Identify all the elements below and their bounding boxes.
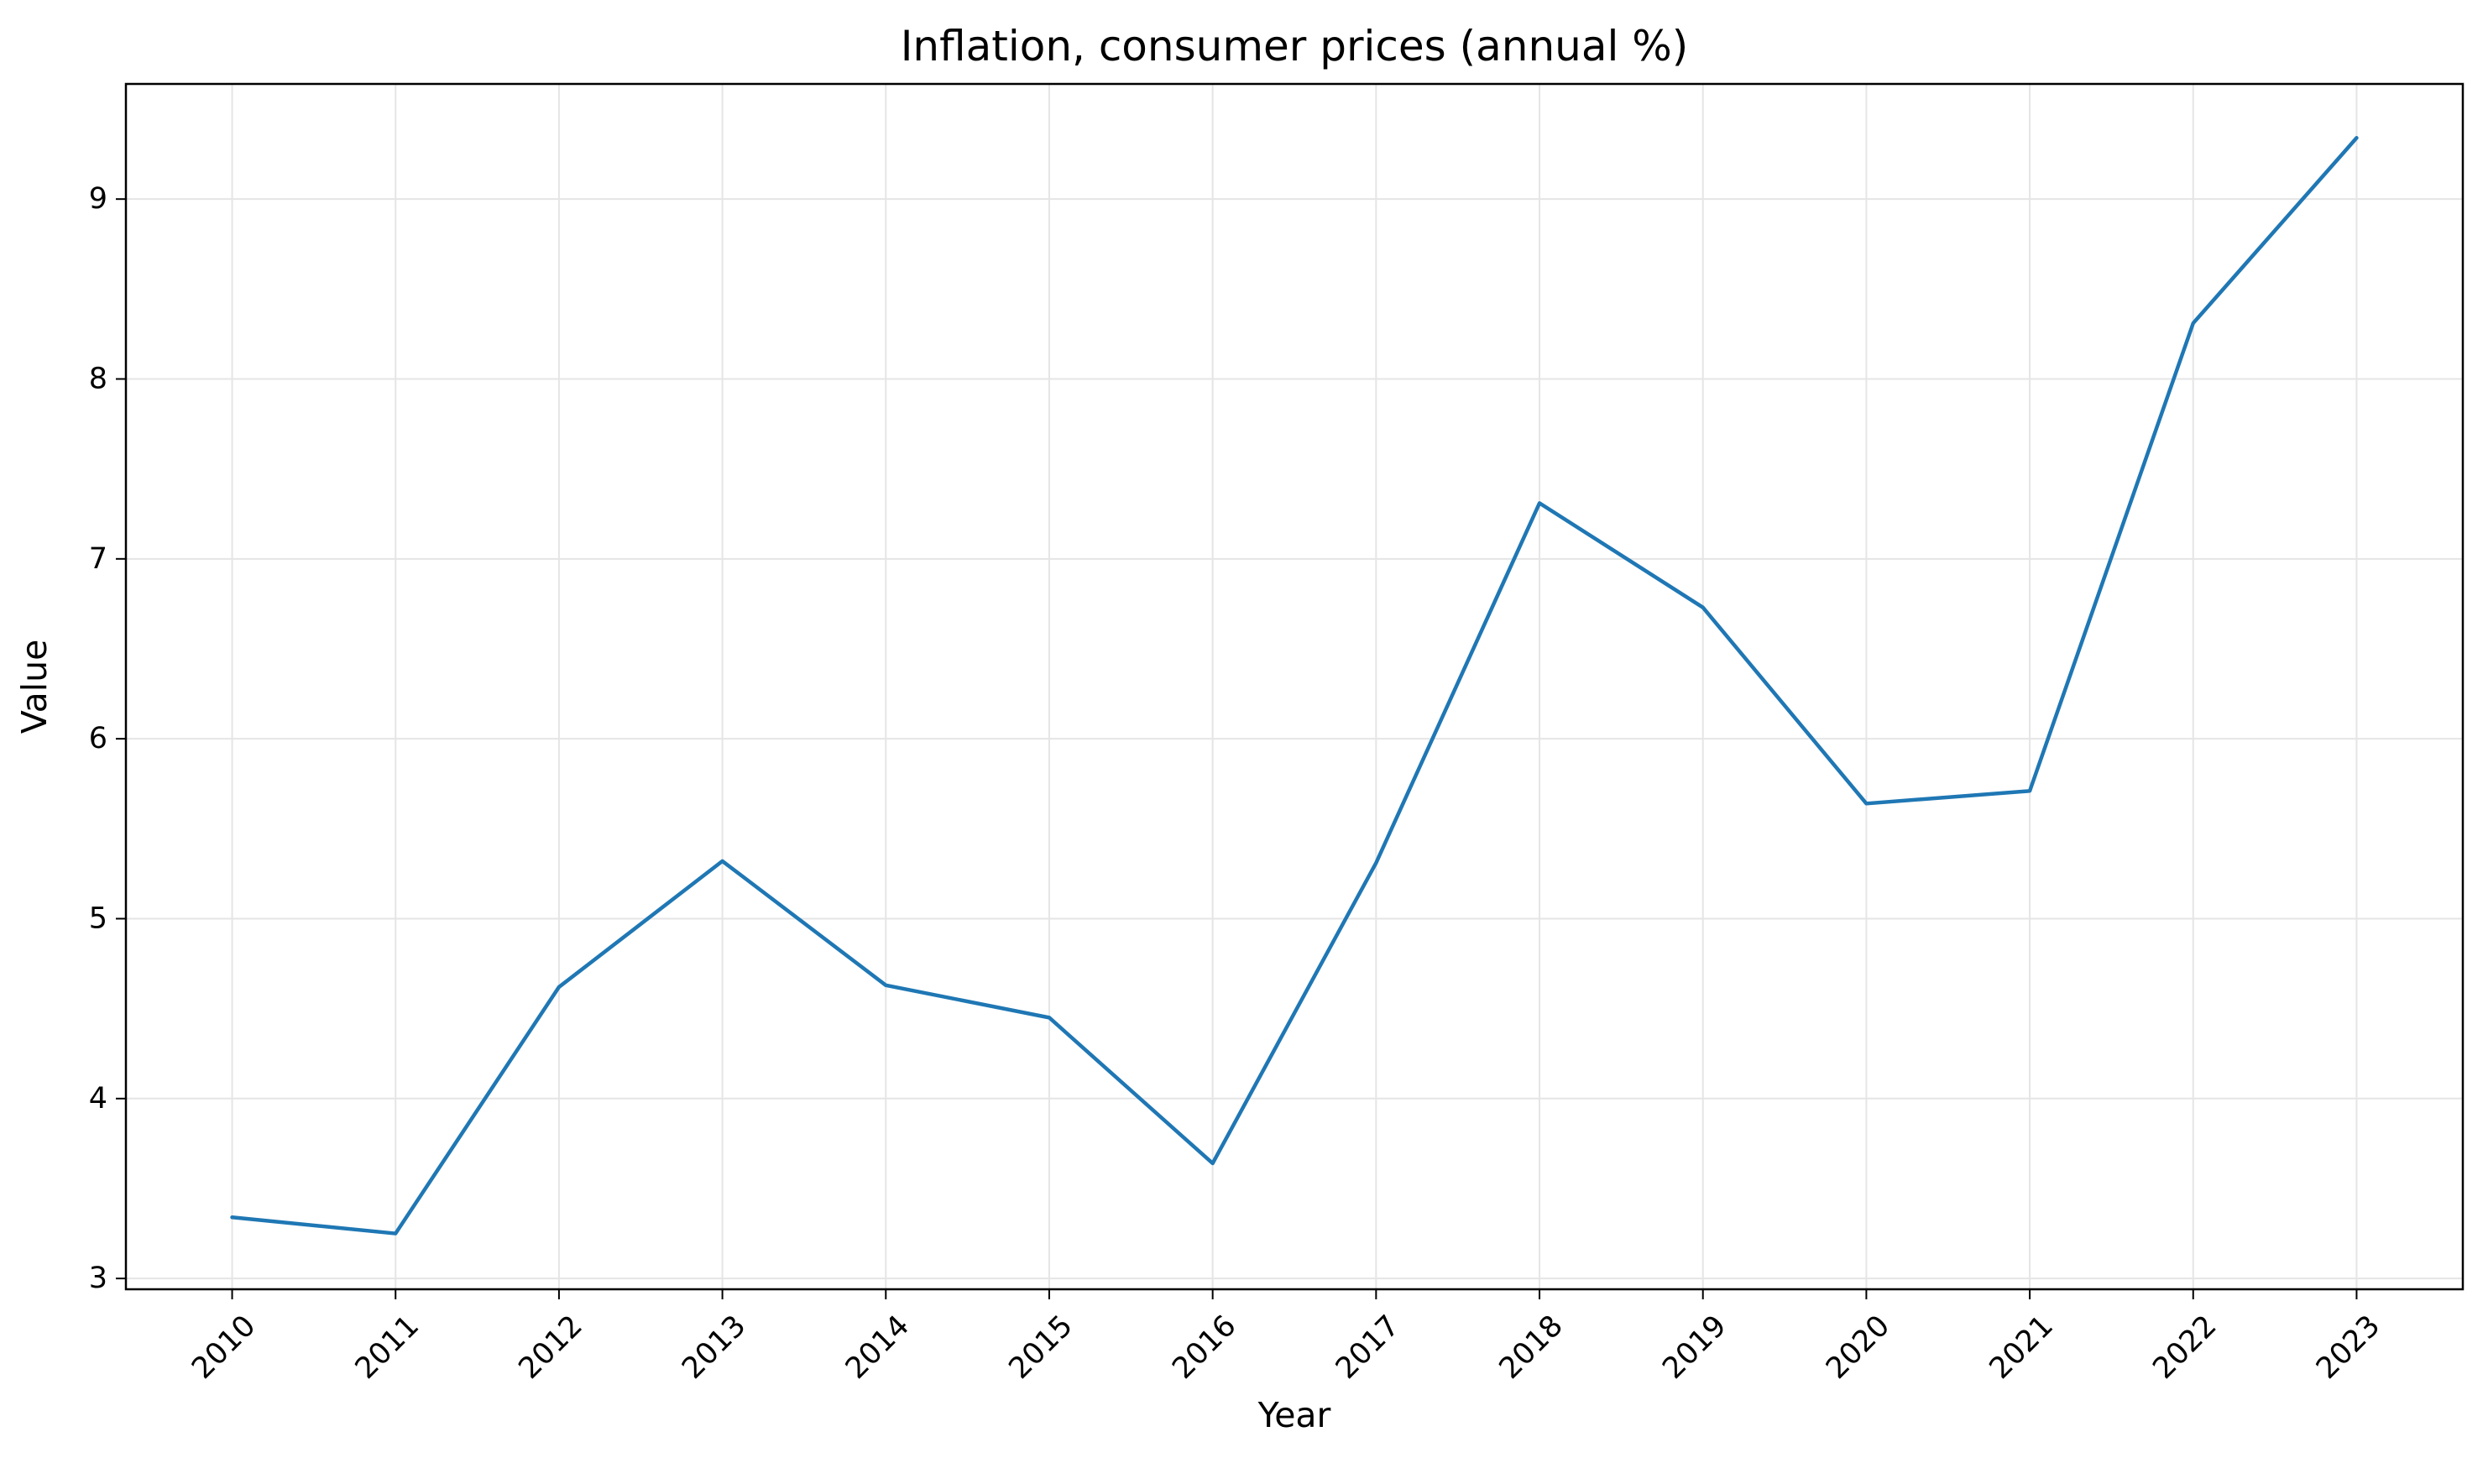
y-tick-label: 5	[89, 901, 107, 935]
series-layer	[230, 136, 2359, 1236]
grid-lines	[126, 84, 2463, 1289]
y-tick-label: 8	[89, 362, 107, 395]
y-tick-label: 6	[89, 722, 107, 755]
y-axis-label: Value	[14, 640, 55, 734]
y-tick-label: 9	[89, 182, 107, 216]
x-axis-label: Year	[1257, 1395, 1331, 1435]
series-line	[230, 136, 2359, 1236]
y-tick-label: 4	[89, 1082, 107, 1116]
y-tick-label: 3	[89, 1262, 107, 1295]
chart-title: Inflation, consumer prices (annual %)	[901, 22, 1689, 71]
y-tick-label: 7	[89, 542, 107, 576]
plot-area-frame	[124, 82, 2464, 1291]
